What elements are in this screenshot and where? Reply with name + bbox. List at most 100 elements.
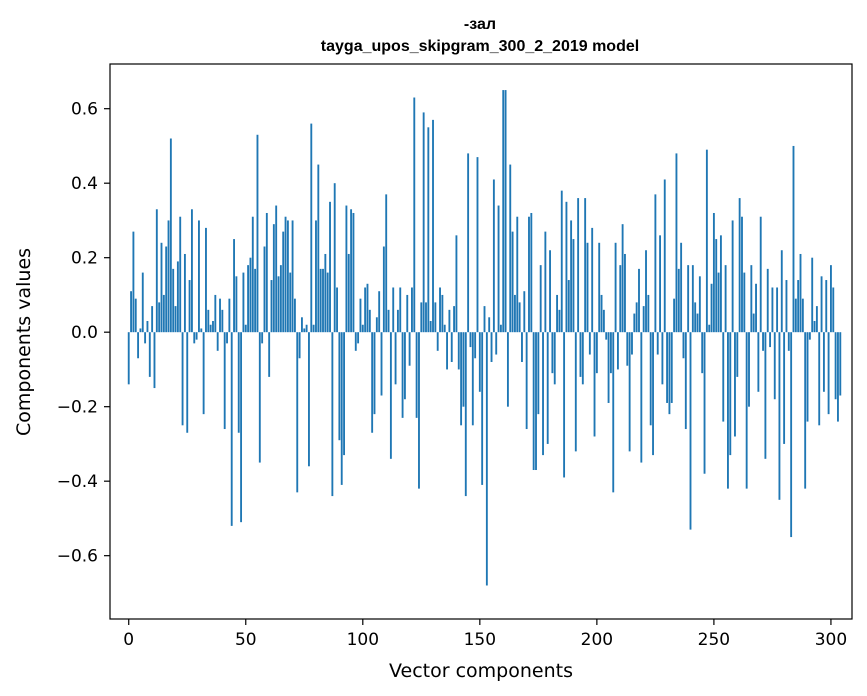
- bar: [357, 332, 360, 344]
- bar: [406, 294, 409, 333]
- bar: [476, 157, 479, 333]
- bar: [609, 332, 612, 374]
- bar: [429, 321, 432, 333]
- bar: [277, 276, 280, 333]
- bar: [141, 272, 144, 333]
- bar: [736, 332, 739, 377]
- bar: [373, 332, 376, 415]
- bar: [130, 291, 132, 333]
- bar: [132, 231, 135, 333]
- bar: [652, 332, 654, 456]
- bar: [542, 332, 544, 456]
- bar: [216, 332, 219, 351]
- bar: [565, 201, 568, 333]
- bar: [820, 276, 823, 333]
- bar: [579, 332, 582, 377]
- bar: [151, 306, 154, 333]
- bar: [275, 205, 278, 333]
- bar: [755, 283, 757, 333]
- bar: [258, 332, 261, 463]
- bar: [549, 250, 551, 333]
- bar: [380, 332, 383, 396]
- bar: [837, 332, 839, 422]
- bar: [647, 294, 650, 333]
- bar: [619, 265, 622, 333]
- bar: [799, 253, 802, 333]
- bar: [434, 302, 437, 333]
- bar: [279, 265, 282, 333]
- bar: [146, 321, 149, 333]
- bar: [511, 231, 514, 333]
- bar: [560, 190, 563, 333]
- bar: [532, 332, 535, 471]
- bar: [633, 313, 636, 333]
- bar: [462, 332, 465, 407]
- bar: [364, 287, 367, 333]
- bar: [382, 246, 385, 333]
- bar: [684, 332, 687, 430]
- y-axis-ticks: −0.6 −0.4 −0.2 0.0 0.2 0.4 0.6: [57, 100, 110, 567]
- bar: [289, 272, 292, 333]
- bar: [551, 332, 554, 374]
- bar: [354, 332, 357, 351]
- bar: [233, 239, 235, 333]
- bar: [441, 294, 444, 333]
- bar: [237, 332, 240, 433]
- bar: [818, 332, 821, 426]
- bar: [396, 309, 399, 333]
- bar: [673, 298, 676, 333]
- bar: [563, 332, 566, 478]
- bar: [291, 220, 294, 333]
- bar: [724, 265, 727, 333]
- bar: [205, 227, 207, 333]
- bar: [778, 332, 781, 500]
- bar: [738, 198, 741, 333]
- bar: [839, 332, 842, 396]
- bar: [638, 268, 640, 333]
- bar: [696, 313, 699, 333]
- bar: [212, 321, 214, 333]
- bar: [322, 268, 324, 333]
- bar: [701, 332, 704, 374]
- y-tick-label: −0.6: [57, 547, 98, 567]
- bar: [727, 332, 729, 489]
- bar: [822, 332, 825, 392]
- bar: [343, 332, 345, 456]
- bar: [595, 332, 598, 374]
- bar: [605, 332, 608, 340]
- bar: [195, 332, 198, 340]
- bar: [144, 332, 147, 344]
- bar: [422, 112, 425, 333]
- bar: [698, 276, 701, 333]
- bar: [614, 242, 617, 333]
- bar: [813, 321, 816, 333]
- bar: [741, 216, 743, 333]
- bar: [293, 298, 296, 333]
- bar: [581, 332, 584, 385]
- bar: [324, 253, 327, 333]
- bar: [186, 332, 189, 433]
- bar: [832, 287, 835, 333]
- bar: [804, 332, 807, 489]
- bar: [607, 332, 610, 403]
- chart-title: -зал: [464, 16, 496, 33]
- bar: [223, 332, 226, 430]
- bar: [162, 294, 165, 333]
- bar: [640, 332, 643, 463]
- bar: [333, 183, 336, 333]
- bar: [268, 332, 271, 377]
- bar: [485, 332, 488, 586]
- bar: [745, 332, 748, 489]
- bar: [801, 298, 804, 333]
- bar: [600, 294, 603, 333]
- bar: [703, 332, 706, 474]
- bar: [497, 205, 500, 333]
- bar: [708, 324, 711, 333]
- bar: [598, 242, 601, 333]
- bar: [785, 280, 788, 333]
- bar: [460, 332, 463, 426]
- bar: [588, 332, 591, 355]
- bar: [567, 280, 570, 333]
- bar: [624, 253, 626, 333]
